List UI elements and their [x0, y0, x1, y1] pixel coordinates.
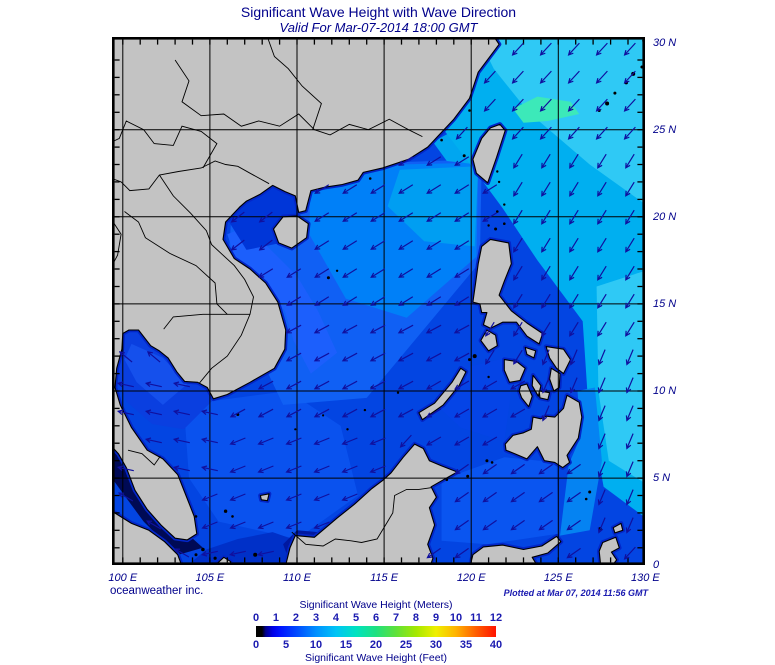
- lon-label: 105 E: [195, 572, 225, 584]
- map-svg: [112, 37, 645, 565]
- legend-tick: 4: [332, 612, 340, 624]
- legend-tick: 20: [369, 639, 383, 651]
- legend-tick: 25: [399, 639, 413, 651]
- lat-label: 20 N: [653, 210, 677, 223]
- map-plot: [112, 37, 645, 565]
- legend-colorbar: [256, 626, 496, 637]
- legend-tick: 15: [339, 639, 353, 651]
- lat-label: 10 N: [653, 384, 677, 397]
- lon-label: 115 E: [370, 572, 399, 584]
- legend-tick: 2: [292, 612, 300, 624]
- legend-title-meters: Significant Wave Height (Meters): [299, 599, 453, 611]
- legend-tick: 3: [312, 612, 320, 624]
- legend-tick: 0: [252, 639, 260, 651]
- lon-label: 100 E: [108, 572, 138, 584]
- credit-plotted-at: Plotted at Mar 07, 2014 11:56 GMT: [503, 588, 648, 598]
- lat-label: 0: [653, 559, 660, 572]
- legend-tick: 0: [252, 612, 260, 624]
- lat-label: 5 N: [653, 472, 671, 485]
- legend-tick: 12: [489, 612, 503, 624]
- credit-oceanweather: oceanweather inc.: [110, 585, 204, 597]
- legend-tick: 30: [429, 639, 443, 651]
- legend-tick: 40: [489, 639, 503, 651]
- legend-tick: 7: [392, 612, 400, 624]
- legend-tick: 11: [470, 612, 482, 624]
- legend-tick: 10: [449, 612, 463, 624]
- lat-axis-labels: 30 N 25 N 20 N 15 N 10 N 5 N 0: [653, 0, 713, 665]
- legend-tick: 5: [282, 639, 290, 651]
- lat-label: 25 N: [653, 123, 677, 136]
- page-title: Significant Wave Height with Wave Direct…: [240, 4, 517, 20]
- legend-title-feet: Significant Wave Height (Feet): [304, 652, 447, 664]
- lon-label: 110 E: [283, 572, 311, 584]
- lon-axis-labels: 100 E 105 E 110 E 115 E 120 E 125 E 130 E: [0, 571, 775, 587]
- legend-tick: 8: [412, 612, 420, 624]
- legend-tick: 6: [372, 612, 380, 624]
- legend-tick: 35: [459, 639, 473, 651]
- lon-label: 120 E: [456, 572, 486, 584]
- lon-label: 125 E: [543, 572, 573, 584]
- lon-label: 130 E: [631, 572, 660, 584]
- lat-label: 15 N: [653, 297, 677, 310]
- legend-meters-scale: 0 1 2 3 4 5 6 7 8 9 10 11 12: [252, 612, 502, 625]
- legend-tick: 5: [352, 612, 360, 624]
- legend-tick: 10: [309, 639, 323, 651]
- legend-tick: 9: [432, 612, 440, 624]
- legend-feet-scale: 0 5 10 15 20 25 30 35 40: [252, 639, 502, 652]
- legend-tick: 1: [272, 612, 280, 624]
- valid-time-subtitle: Valid For Mar-07-2014 18:00 GMT: [279, 20, 478, 35]
- lat-label: 30 N: [653, 36, 677, 49]
